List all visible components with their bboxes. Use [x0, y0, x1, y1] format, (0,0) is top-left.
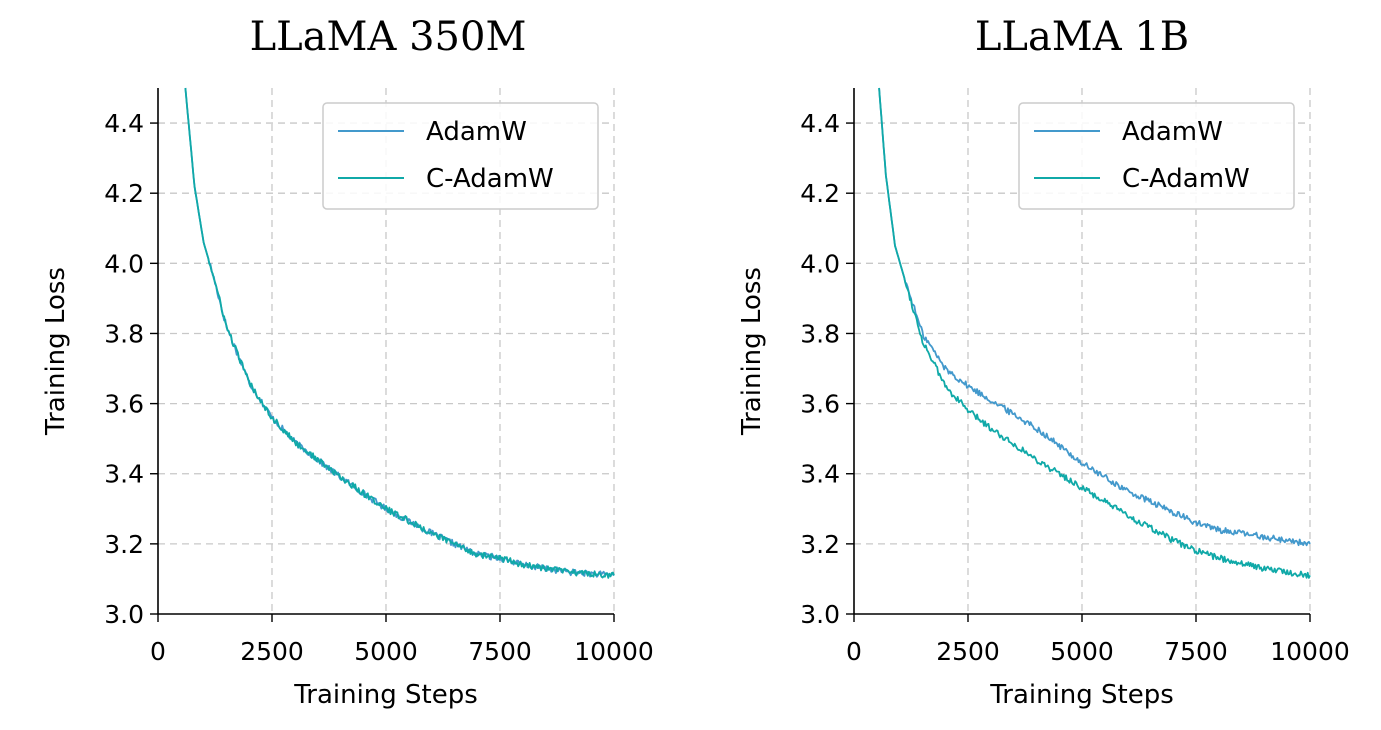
legend-label-c-adamw: C-AdamW [426, 164, 554, 194]
y-tick-label: 4.2 [104, 179, 144, 208]
x-tick-label: 2500 [240, 637, 304, 666]
chart-title: LLaMA 350M [250, 14, 527, 60]
x-tick-label: 5000 [354, 637, 418, 666]
legend-frame [322, 102, 599, 210]
series-lines [878, 87, 1311, 579]
grid-lines [854, 88, 1311, 614]
legend: AdamW C-AdamW [322, 102, 599, 210]
x-axis-label: Training Steps [293, 680, 478, 710]
legend: AdamW C-AdamW [1018, 102, 1295, 210]
y-tick-label: 3.0 [800, 600, 840, 629]
series-line-adamw [878, 87, 1311, 547]
x-tick-label: 0 [846, 637, 862, 666]
y-tick-label: 3.0 [104, 600, 144, 629]
y-axis-label: Training Loss [41, 267, 71, 436]
legend-label-c-adamw: C-AdamW [1122, 164, 1250, 194]
y-tick-label: 3.2 [104, 530, 144, 559]
y-tick-label: 3.6 [104, 390, 144, 419]
y-tick-label: 4.2 [800, 179, 840, 208]
x-axis-label: Training Steps [989, 680, 1174, 710]
chart-panel-llama-1b: LLaMA 1B 0 2500 5000 7500 10000 3.0 3.2 3.4 3.6 3… [737, 14, 1350, 710]
x-tick-label: 10000 [574, 637, 654, 666]
y-tick-label: 3.8 [800, 319, 840, 348]
series-line-c-adamw [878, 87, 1311, 579]
y-tick-label: 3.6 [800, 390, 840, 419]
x-tick-label: 7500 [468, 637, 532, 666]
chart-panel-llama-350m: LLaMA 350M 0 2500 5000 7500 10000 3.0 3.2 3.4 3.… [41, 14, 654, 710]
axis-ticks: 0 2500 5000 7500 10000 3.0 3.2 3.4 3.6 3.8 4.0 4.2 4… [800, 109, 1350, 666]
chart-title: LLaMA 1B [975, 14, 1189, 60]
y-tick-label: 3.4 [104, 460, 144, 489]
y-tick-label: 4.4 [104, 109, 144, 138]
x-tick-label: 2500 [936, 637, 1000, 666]
x-tick-label: 0 [150, 637, 166, 666]
y-tick-label: 4.0 [800, 249, 840, 278]
y-tick-label: 4.0 [104, 249, 144, 278]
legend-label-adamw: AdamW [426, 117, 527, 147]
y-axis-label: Training Loss [737, 267, 767, 436]
y-tick-label: 4.4 [800, 109, 840, 138]
y-tick-label: 3.4 [800, 460, 840, 489]
y-tick-label: 3.8 [104, 319, 144, 348]
legend-frame [1018, 102, 1295, 210]
axis-ticks: 0 2500 5000 7500 10000 3.0 3.2 3.4 3.6 3.8 4.0 4.2 4… [104, 109, 654, 666]
series-lines [184, 87, 615, 579]
x-tick-label: 7500 [1164, 637, 1228, 666]
x-tick-label: 10000 [1270, 637, 1350, 666]
series-line-c-adamw [184, 87, 615, 579]
y-tick-label: 3.2 [800, 530, 840, 559]
legend-label-adamw: AdamW [1122, 117, 1223, 147]
x-tick-label: 5000 [1050, 637, 1114, 666]
grid-lines [158, 88, 615, 614]
